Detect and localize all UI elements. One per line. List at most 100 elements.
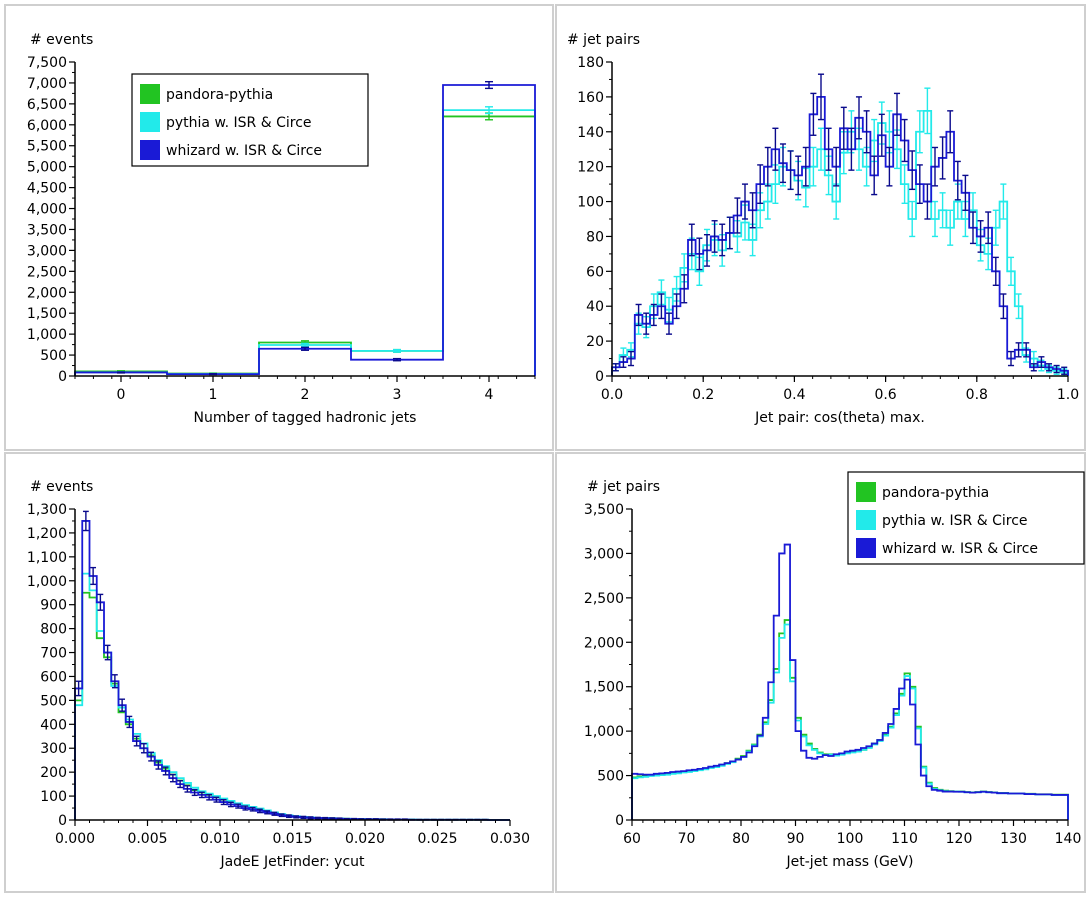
legend-swatch-pythia <box>140 112 160 132</box>
y-tick-label: 3,000 <box>584 546 624 562</box>
y-tick-label: 500 <box>597 769 624 785</box>
panel-frame-1 <box>4 4 554 451</box>
x-tick-label: 1.0 <box>1057 387 1079 403</box>
y-tick-label: 7,000 <box>27 76 67 92</box>
y-tick-label: 1,500 <box>27 306 67 322</box>
x-tick-label: 120 <box>946 831 973 847</box>
y-tick-label: 600 <box>40 669 67 685</box>
y-tick-label: 4,000 <box>27 202 67 218</box>
y-tick-label: 2,500 <box>27 264 67 280</box>
legend-swatch-whizard <box>140 140 160 160</box>
y-tick-label: 2,500 <box>584 591 624 607</box>
y-tick-label: 100 <box>40 789 67 805</box>
y-axis-title: # jet pairs <box>587 479 660 495</box>
y-axis-title: # events <box>30 479 93 495</box>
x-tick-label: 70 <box>678 831 696 847</box>
y-tick-label: 1,000 <box>27 574 67 590</box>
y-tick-label: 300 <box>40 741 67 757</box>
y-tick-label: 2,000 <box>27 285 67 301</box>
x-tick-label: 0.030 <box>490 831 530 847</box>
histogram-line-whizard <box>631 543 1069 820</box>
y-tick-label: 0 <box>58 369 67 385</box>
legend-label-pythia: pythia w. ISR & Circe <box>882 513 1028 529</box>
legend-swatch-pythia <box>856 510 876 530</box>
histogram-line-whizard <box>611 95 1069 376</box>
legend-swatch-whizard <box>856 538 876 558</box>
x-tick-label: 0.000 <box>55 831 95 847</box>
x-tick-label: 140 <box>1055 831 1082 847</box>
panel-frame-2 <box>555 4 1086 451</box>
y-tick-label: 5,000 <box>27 160 67 176</box>
x-tick-label: 0.005 <box>127 831 167 847</box>
legend-box <box>847 471 1085 565</box>
panel-frame-3 <box>4 452 554 893</box>
x-tick-label: 90 <box>787 831 805 847</box>
y-tick-label: 3,500 <box>584 502 624 518</box>
y-tick-label: 80 <box>586 229 604 245</box>
series-whizard <box>631 543 1069 820</box>
y-tick-label: 1,100 <box>27 550 67 566</box>
y-tick-label: 400 <box>40 717 67 733</box>
series-whizard <box>611 73 1069 376</box>
x-tick-label: 0.025 <box>417 831 457 847</box>
x-tick-label: 80 <box>732 831 750 847</box>
x-tick-label: 0.010 <box>200 831 240 847</box>
x-tick-label: 0.8 <box>966 387 988 403</box>
x-axis-title: JadeE JetFinder: ycut <box>219 854 365 870</box>
y-tick-label: 1,200 <box>27 526 67 542</box>
y-tick-label: 1,000 <box>27 327 67 343</box>
x-tick-label: 60 <box>623 831 641 847</box>
chart-2: 0 20 40 60 80 100 120 140 160 180 0.0 0.2 0.4 0.6 0.8 1… <box>567 32 1079 426</box>
legend-label-pandora: pandora-pythia <box>166 87 273 103</box>
y-tick-label: 0 <box>595 369 604 385</box>
y-tick-label: 6,500 <box>27 97 67 113</box>
chart-3: 0 100 200 300 400 500 600 700 800 900 1,000 1,100 1,… <box>27 479 530 870</box>
x-tick-label: 130 <box>1000 831 1027 847</box>
y-tick-label: 160 <box>577 90 604 106</box>
chart-1: 0 500 1,000 1,500 2,000 2,500 3,000 3,500 4,000 4… <box>27 32 536 426</box>
x-tick-label: 0 <box>117 387 126 403</box>
x-tick-label: 4 <box>485 387 494 403</box>
y-tick-label: 60 <box>586 264 604 280</box>
y-tick-label: 4,500 <box>27 181 67 197</box>
legend: pandora-pythia pythia w. ISR & Circe whiza… <box>847 471 1085 565</box>
x-tick-label: 2 <box>301 387 310 403</box>
x-tick-label: 3 <box>393 387 402 403</box>
y-tick-label: 120 <box>577 160 604 176</box>
x-tick-label: 0.6 <box>874 387 896 403</box>
y-tick-label: 800 <box>40 622 67 638</box>
y-tick-label: 100 <box>577 195 604 211</box>
y-tick-label: 3,500 <box>27 222 67 238</box>
series-whizard <box>74 80 536 376</box>
legend-label-pythia: pythia w. ISR & Circe <box>166 115 312 131</box>
y-tick-label: 1,000 <box>584 724 624 740</box>
y-tick-label: 6,000 <box>27 118 67 134</box>
legend-swatch-pandora <box>140 84 160 104</box>
x-tick-label: 0.4 <box>783 387 805 403</box>
x-tick-label: 0.2 <box>692 387 714 403</box>
y-tick-label: 500 <box>40 693 67 709</box>
legend-label-whizard: whizard w. ISR & Circe <box>166 143 322 159</box>
y-tick-label: 2,000 <box>584 635 624 651</box>
legend-label-whizard: whizard w. ISR & Circe <box>882 541 1038 557</box>
x-tick-label: 0.0 <box>601 387 623 403</box>
y-tick-label: 5,500 <box>27 139 67 155</box>
x-tick-label: 0.015 <box>272 831 312 847</box>
y-tick-label: 1,300 <box>27 502 67 518</box>
x-tick-label: 0.020 <box>345 831 385 847</box>
legend: pandora-pythia pythia w. ISR & Circe whiza… <box>131 73 369 167</box>
y-tick-label: 20 <box>586 334 604 350</box>
legend-label-pandora: pandora-pythia <box>882 485 989 501</box>
legend-box <box>131 73 369 167</box>
chart-4: 0 500 1,000 1,500 2,000 2,500 3,000 3,500 60 70 80… <box>584 471 1085 870</box>
y-tick-label: 0 <box>58 813 67 829</box>
y-tick-label: 180 <box>577 55 604 71</box>
y-tick-label: 500 <box>40 348 67 364</box>
legend-swatch-pandora <box>856 482 876 502</box>
y-tick-label: 900 <box>40 598 67 614</box>
y-tick-label: 0 <box>615 813 624 829</box>
y-axis-title: # jet pairs <box>567 32 640 48</box>
y-tick-label: 40 <box>586 299 604 315</box>
